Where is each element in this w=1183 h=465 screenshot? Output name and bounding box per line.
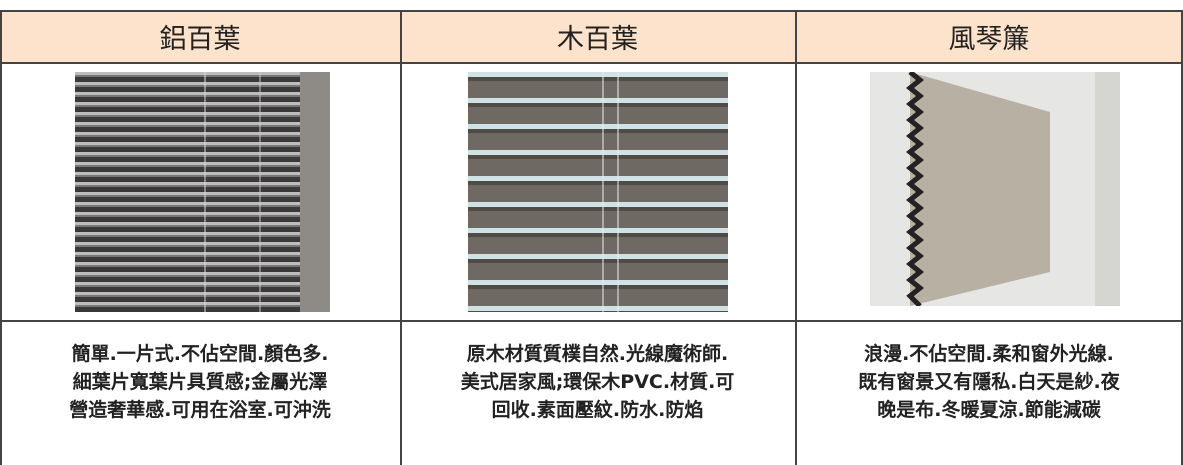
- description: 原木材質質樸自然.光線魔術師. 美式居家風;環保木PVC.材質.可 回收.素面壓紋.…: [400, 340, 795, 424]
- border: [0, 10, 2, 465]
- border: [1181, 10, 1183, 465]
- description-line: 晚是布.冬暖夏涼.節能減碳: [877, 399, 1101, 421]
- description-line: 浪漫.不佔空間.柔和窗外光線.: [864, 343, 1114, 365]
- header-cell: 鋁百葉: [0, 10, 400, 62]
- description-line: 細葉片寬葉片具質感;金屬光澤: [72, 371, 328, 393]
- description-line: 美式居家風;環保木PVC.材質.可: [460, 371, 735, 393]
- header-cell: 風琴簾: [795, 10, 1183, 62]
- aluminum-blind-photo: [75, 72, 330, 312]
- description: 浪漫.不佔空間.柔和窗外光線. 既有窗景又有隱私.白天是紗.夜 晚是布.冬暖夏涼.節…: [795, 340, 1183, 424]
- description-line: 既有窗景又有隱私.白天是紗.夜: [858, 371, 1120, 393]
- border: [795, 10, 797, 465]
- border: [0, 10, 1183, 12]
- header-cell: 木百葉: [400, 10, 795, 62]
- description-line: 回收.素面壓紋.防水.防焰: [491, 399, 704, 421]
- description: 簡單.一片式.不佔空間.顏色多. 細葉片寬葉片具質感;金屬光澤 營造奢華感.可用在浴…: [0, 340, 400, 424]
- description-line: 營造奢華感.可用在浴室.可沖洗: [69, 399, 331, 421]
- description-line: 簡單.一片式.不佔空間.顏色多.: [71, 343, 329, 365]
- wood-blind-photo: [468, 72, 728, 312]
- border: [0, 320, 1183, 322]
- description-line: 原木材質質樸自然.光線魔術師.: [466, 343, 729, 365]
- border: [0, 62, 1183, 64]
- border: [400, 10, 402, 465]
- cellular-shade-photo: [870, 72, 1120, 306]
